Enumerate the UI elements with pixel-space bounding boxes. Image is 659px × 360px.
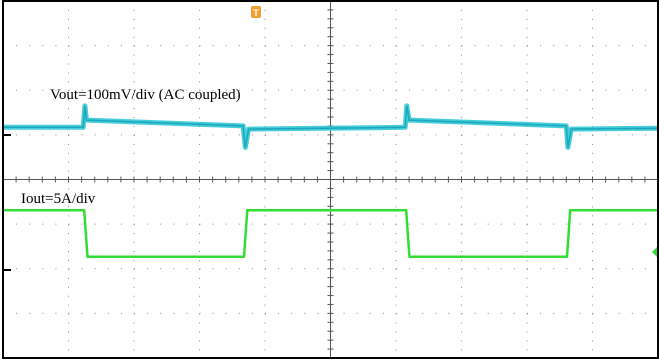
- trigger-marker: [251, 6, 261, 18]
- trigger-marker-label: T: [253, 8, 259, 18]
- traces: [3, 103, 659, 258]
- iout-channel-label: Iout=5A/div: [21, 191, 96, 207]
- trigger-level-marker: [652, 246, 658, 258]
- markers: T: [3, 6, 658, 271]
- vout-trace-core: [3, 105, 659, 148]
- vout-channel-label: Vout=100mV/div (AC coupled): [50, 87, 241, 103]
- iout-trace: [3, 209, 658, 258]
